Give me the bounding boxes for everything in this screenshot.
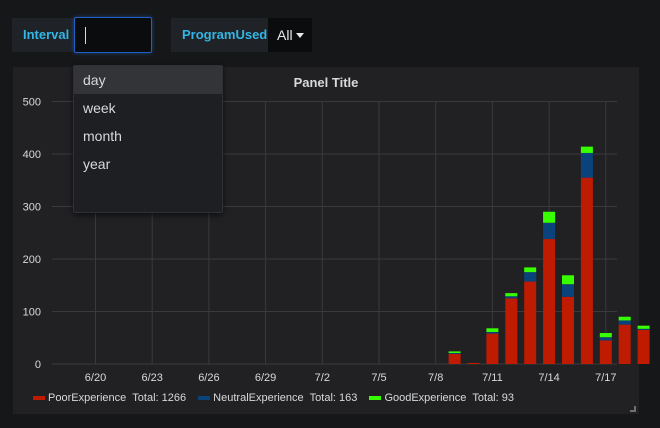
legend: PoorExperience Total: 1266 NeutralExperie… [33, 392, 523, 404]
bar-goodexperience [562, 275, 574, 285]
y-tick-label: 300 [23, 202, 41, 214]
bar-neutralexperience [486, 331, 499, 334]
bar-neutralexperience [562, 284, 574, 297]
program-used-select[interactable]: All [268, 18, 312, 52]
interval-variable-label: Interval [12, 18, 74, 52]
bar-goodexperience [637, 325, 650, 329]
bar-goodexperience [448, 351, 461, 353]
bar-neutralexperience [618, 320, 631, 325]
x-tick-label: 7/2 [315, 372, 330, 384]
program-used-variable-label: ProgramUsed [171, 18, 268, 52]
interval-input[interactable] [74, 17, 152, 53]
bar-goodexperience [543, 211, 556, 223]
panel-title[interactable]: Panel Title [293, 75, 359, 90]
x-tick-label: 6/26 [198, 372, 219, 384]
x-tick-label: 6/20 [85, 372, 106, 384]
panel-resize-handle[interactable] [630, 406, 636, 412]
bar-goodexperience [524, 267, 537, 273]
x-tick-label: 7/8 [428, 372, 443, 384]
bar-poorexperience [580, 177, 593, 364]
x-tick-label: 6/29 [255, 372, 276, 384]
legend-item-good[interactable]: GoodExperience Total: 93 [369, 392, 514, 404]
legend-series-name: NeutralExperience [213, 392, 304, 404]
bar-neutralexperience [448, 352, 461, 354]
bar-neutralexperience [637, 328, 650, 330]
legend-total: Total: 93 [472, 392, 514, 404]
bar-poorexperience [486, 333, 499, 364]
bar-poorexperience [562, 296, 574, 364]
y-tick-label: 0 [35, 359, 41, 371]
bar-goodexperience [618, 316, 631, 321]
interval-option-day[interactable]: day [74, 66, 222, 94]
x-tick-label: 7/17 [595, 372, 616, 384]
bar-neutralexperience [580, 152, 593, 178]
legend-series-name: PoorExperience [48, 392, 127, 404]
x-tick-label: 6/23 [141, 372, 162, 384]
bar-neutralexperience [543, 222, 556, 240]
legend-item-poor[interactable]: PoorExperience Total: 1266 [33, 392, 186, 404]
interval-option-week[interactable]: week [83, 100, 116, 116]
legend-series-name: GoodExperience [384, 392, 467, 404]
bar-neutralexperience [505, 296, 518, 299]
x-tick-label: 7/5 [371, 372, 386, 384]
bar-goodexperience [505, 293, 518, 297]
interval-dropdown-menu: day week month year [73, 65, 223, 213]
bar-poorexperience [599, 340, 612, 364]
bar-poorexperience [467, 362, 480, 364]
bar-poorexperience [543, 239, 556, 364]
caret-down-icon[interactable] [296, 33, 304, 38]
interval-option-month[interactable]: month [83, 128, 122, 144]
y-tick-label: 100 [23, 307, 41, 319]
legend-swatch [33, 396, 45, 401]
x-tick-label: 7/14 [538, 372, 559, 384]
bar-goodexperience [580, 146, 593, 153]
x-tick-label: 7/11 [482, 372, 503, 384]
bar-goodexperience [599, 333, 612, 338]
bar-poorexperience [618, 324, 631, 364]
legend-swatch [198, 396, 211, 401]
legend-item-neutral[interactable]: NeutralExperience Total: 163 [198, 392, 357, 404]
bar-poorexperience [637, 329, 650, 364]
bar-neutralexperience [599, 337, 612, 341]
bar-poorexperience [505, 298, 518, 364]
y-tick-label: 400 [23, 149, 41, 161]
bar-neutralexperience [524, 272, 537, 282]
legend-total: Total: 1266 [132, 392, 187, 404]
y-tick-label: 200 [23, 254, 41, 266]
bar-goodexperience [486, 328, 499, 332]
legend-swatch [369, 396, 382, 401]
bar-poorexperience [448, 353, 461, 364]
interval-option-year[interactable]: year [83, 156, 111, 172]
bar-poorexperience [524, 281, 537, 364]
y-tick-label: 500 [23, 97, 41, 109]
legend-total: Total: 163 [309, 392, 358, 404]
text-caret [85, 27, 86, 44]
